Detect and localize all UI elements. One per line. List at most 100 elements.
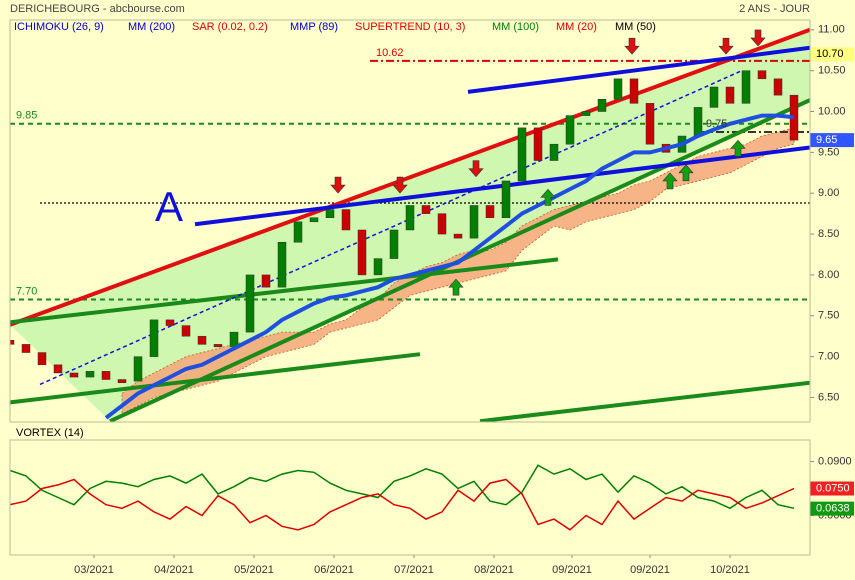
x-tick-label: 05/2021 [234,564,274,576]
candle-body [757,70,767,80]
y-tick-label: 9.00 [818,187,839,199]
x-tick-label: 09/2021 [552,564,592,576]
candle-body [341,209,351,231]
x-tick-label: 07/2021 [394,564,434,576]
x-tick-label: 06/2021 [314,564,354,576]
candle-body [261,274,271,288]
trend-line [10,352,421,405]
candle-body [421,205,431,214]
candle-body [133,356,143,382]
legend-entry: ICHIMOKU (26, 9) [14,21,104,33]
candle-body [725,86,735,104]
x-tick-label: 04/2021 [154,564,194,576]
candle-body [245,274,255,333]
candle-body [101,371,111,380]
legend-entry: MM (50) [615,21,656,33]
x-tick-label: 08/2021 [474,564,514,576]
candle-body [437,213,447,235]
candle-body [549,143,559,161]
y-tick-label: 10.00 [818,105,846,117]
candle-body [773,78,783,96]
candle-body [645,103,655,145]
candle-body [85,371,95,378]
candle-body [389,229,399,259]
candle-body [21,344,31,353]
y-tick-label: 9.50 [818,146,839,158]
vortex-line [10,478,795,531]
candle-body [37,352,47,366]
trend-line [10,257,559,325]
vortex-title: VORTEX (14) [16,427,84,439]
candle-body [501,180,511,218]
y-tick-label: 6.50 [818,391,839,403]
last-value-label: 0.0638 [816,503,850,515]
y-tick-label: 8.50 [818,228,839,240]
overlay: 10.62 9.85 7.70 9.75 6.50 7.00 7.50 8.00 8.50 9.0… [14,21,854,576]
y-tick-label: 10.50 [818,65,846,77]
candle-body [325,209,335,218]
candle-body [357,229,367,276]
y-tick-label: 11.00 [818,24,845,36]
candle-body [213,344,223,348]
price-frame [9,19,811,423]
candle-body [613,78,623,100]
candle-body [405,205,415,231]
candle-body [197,335,207,345]
candle-body [709,86,719,108]
last-value-label: 9.65 [816,134,837,146]
trend-line [467,45,810,94]
candle-body [277,241,287,288]
sell-signal [330,176,346,194]
annotation: A [155,183,183,230]
x-tick-label: 09/2021 [630,564,670,576]
buy-signal [662,172,678,190]
legend-entry: MM (100) [492,21,539,33]
level-label: 9.85 [16,110,37,122]
candle-body [581,111,591,116]
candle-body [469,205,479,239]
level-label: 9.75 [706,118,727,130]
y-tick-label: 8.00 [818,269,839,281]
last-value-badge [810,133,854,148]
candle-body [693,107,703,137]
candle-body [597,99,607,112]
legend-entry: SAR (0.02, 0.2) [192,21,268,33]
sell-signal [392,176,408,194]
vortex-frame [9,439,811,556]
y-tick-label: 0.0900 [818,455,852,467]
candle-body [309,217,319,223]
last-value-badge [810,501,854,516]
candle-body [517,127,527,182]
candle-body [229,331,239,348]
candle-body [741,70,751,104]
candle-body [53,364,63,374]
candle-body [373,258,383,276]
last-value-label: 0.0750 [816,482,850,494]
candle-body [117,379,127,384]
sell-signal [750,29,766,47]
buy-signal [448,278,464,296]
candle-body [453,233,463,239]
last-value-label: 10.70 [816,48,844,60]
buy-signal [678,164,694,182]
trend-line [10,27,810,327]
candle-body [10,340,15,345]
candle-body [485,205,495,218]
candle-body [565,115,575,145]
price-plot [10,27,810,422]
x-tick-label: 03/2021 [74,564,114,576]
x-tick-label: 10/2021 [710,564,750,576]
level-label: 10.62 [376,47,404,59]
y-tick-label: 7.50 [818,310,839,322]
buy-signal [540,188,556,206]
candle-body [149,319,159,357]
level-label: 7.70 [16,285,37,297]
vortex-line [10,464,795,510]
legend-entry: MMP (89) [290,21,338,33]
buy-signal [730,139,746,157]
y-tick-label: 7.00 [818,351,839,363]
legend-entry: MM (200) [128,21,175,33]
vortex-plot [10,464,795,531]
